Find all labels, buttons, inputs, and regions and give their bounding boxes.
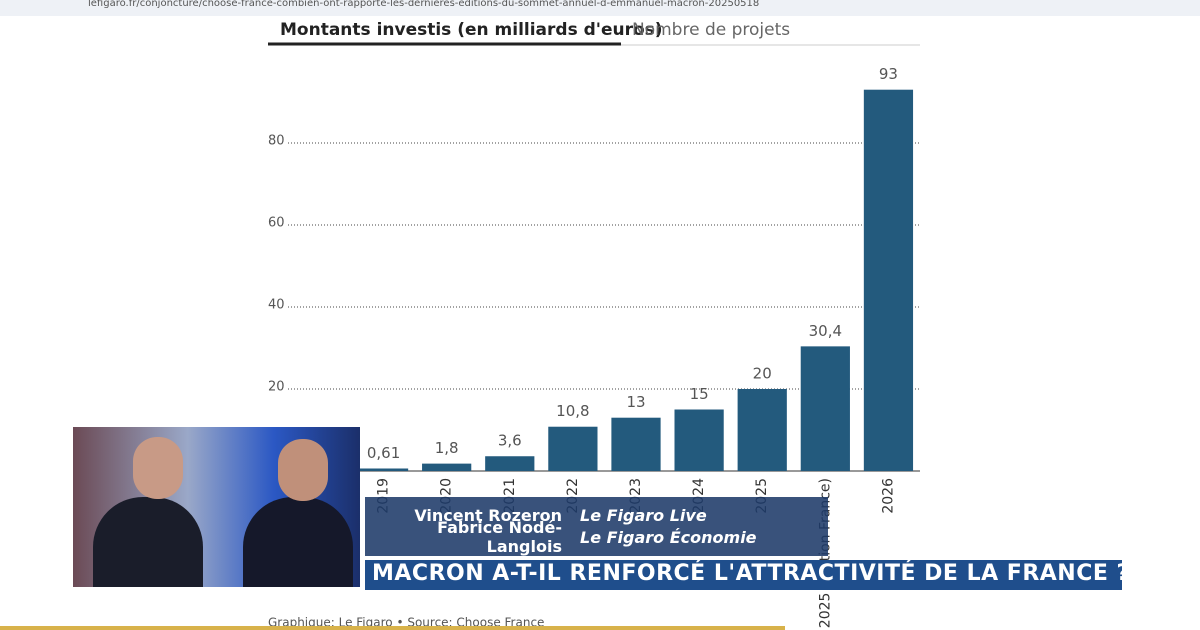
value-label: 13 (626, 393, 645, 411)
headline-bar (365, 560, 1122, 590)
value-label: 20 (753, 365, 772, 383)
bar (611, 417, 661, 471)
value-label: 10,8 (556, 402, 589, 420)
video-feed (73, 427, 360, 587)
browser-bar (0, 0, 1200, 16)
progress-bar (0, 626, 785, 630)
bar (863, 89, 914, 471)
bar (422, 463, 472, 471)
value-label: 1,8 (435, 439, 459, 457)
person (243, 497, 353, 587)
speakers: Vincent Rozeron Le Figaro Live Fabrice Nod… (365, 504, 828, 557)
value-label: 15 (690, 385, 709, 403)
x-tick-label: 2026 (880, 478, 896, 514)
bar (800, 346, 850, 471)
speaker-name: Vincent Rozeron (414, 505, 562, 525)
speaker-row: Fabrice Nodé-Langlois Le Figaro Économie (365, 518, 828, 556)
bar (737, 389, 787, 471)
value-label: 93 (879, 65, 898, 83)
person (93, 497, 203, 587)
y-tick-label: 40 (268, 298, 285, 313)
url[interactable]: lefigaro.fr/conjoncture/choose-france-co… (88, 0, 759, 9)
value-label: 3,6 (498, 432, 522, 450)
person-head (278, 439, 328, 501)
y-tick-label: 60 (268, 216, 285, 231)
y-tick-label: 80 (268, 134, 285, 149)
bar (548, 426, 598, 471)
bar (358, 468, 409, 471)
value-label: 0,61 (367, 444, 400, 462)
bar (485, 456, 535, 471)
person-head (133, 437, 183, 499)
speaker-outlet: Le Figaro Live (580, 505, 707, 525)
speaker-row: Vincent Rozeron Le Figaro Live (365, 504, 828, 526)
tab-active[interactable]: Montants investis (en milliards d'euros) (280, 20, 663, 40)
value-label: 30,4 (809, 322, 842, 340)
bar (674, 409, 724, 471)
speaker-outlet: Le Figaro Économie (580, 527, 757, 547)
y-tick-label: 20 (268, 380, 285, 395)
name-box (365, 497, 828, 556)
headline: MACRON A-T-IL RENFORCÉ L'ATTRACTIVITÉ DE… (372, 561, 1130, 586)
speaker-name: Fabrice Nodé-Langlois (437, 518, 562, 556)
tab[interactable]: Nombre de projets (632, 20, 790, 40)
